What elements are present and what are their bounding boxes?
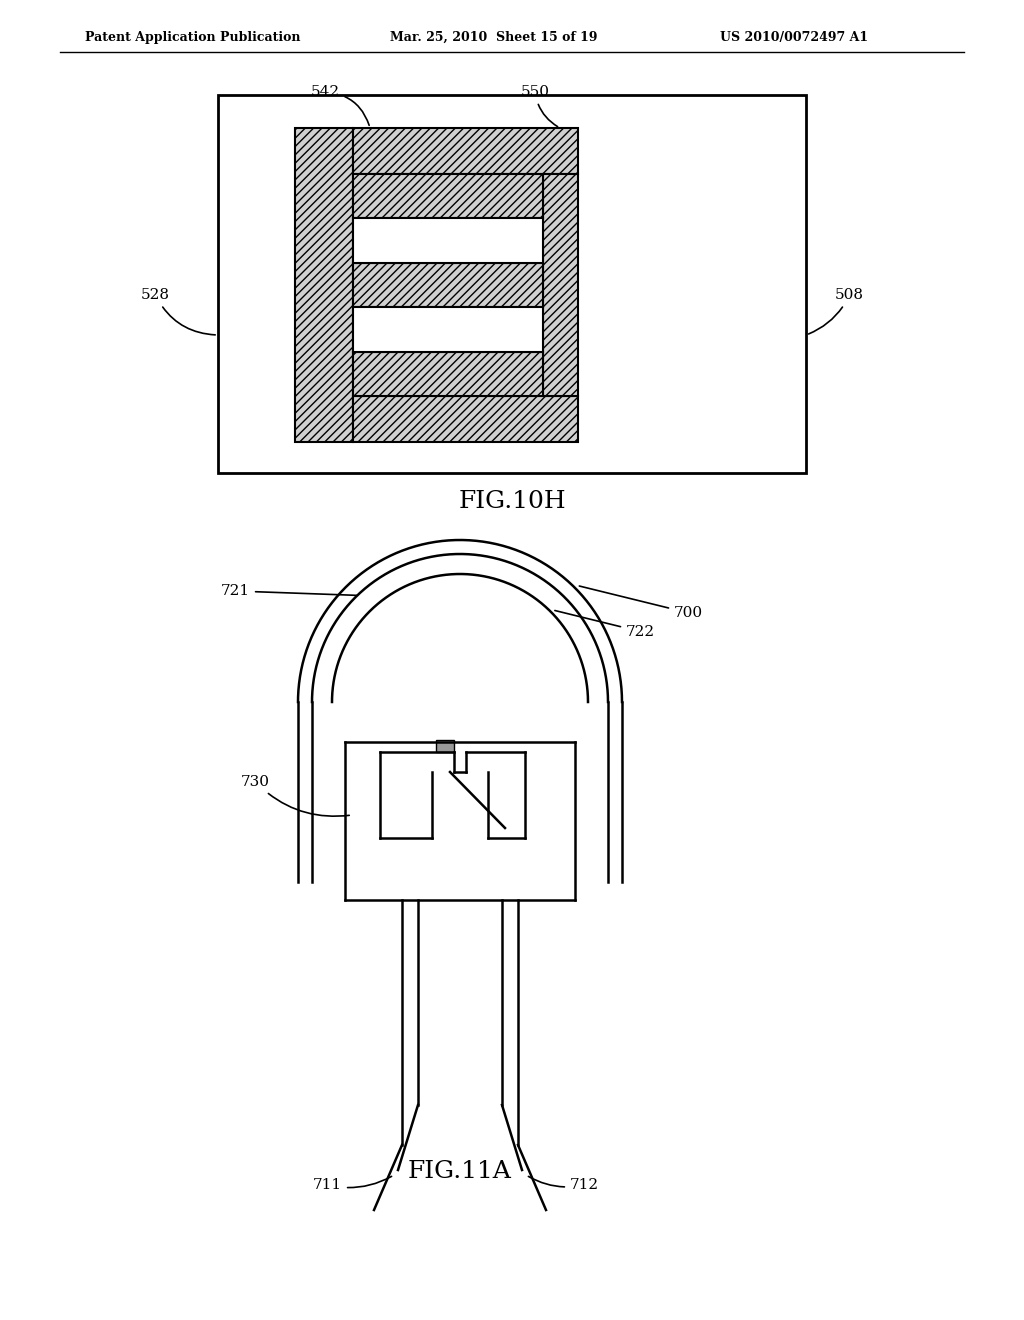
Text: FIG.10H: FIG.10H [458,491,566,513]
Polygon shape [353,351,543,396]
Text: 508: 508 [809,288,864,334]
Text: 550: 550 [520,84,558,127]
Polygon shape [353,308,543,351]
Polygon shape [295,128,353,442]
Polygon shape [353,218,543,263]
Polygon shape [353,174,543,218]
Polygon shape [436,741,454,752]
Text: 700: 700 [580,586,703,620]
Text: 730: 730 [241,775,349,816]
Text: Patent Application Publication: Patent Application Publication [85,30,300,44]
Text: 722: 722 [555,611,655,639]
Text: 721: 721 [221,583,356,598]
Polygon shape [353,396,578,442]
Text: 711: 711 [313,1176,391,1192]
Text: 542: 542 [310,84,370,125]
Polygon shape [353,128,578,174]
Text: 528: 528 [141,288,215,335]
Polygon shape [543,174,578,396]
Text: 712: 712 [528,1176,599,1192]
Text: FIG.11A: FIG.11A [408,1160,512,1184]
Polygon shape [353,263,543,308]
Text: Mar. 25, 2010  Sheet 15 of 19: Mar. 25, 2010 Sheet 15 of 19 [390,30,597,44]
Text: US 2010/0072497 A1: US 2010/0072497 A1 [720,30,868,44]
